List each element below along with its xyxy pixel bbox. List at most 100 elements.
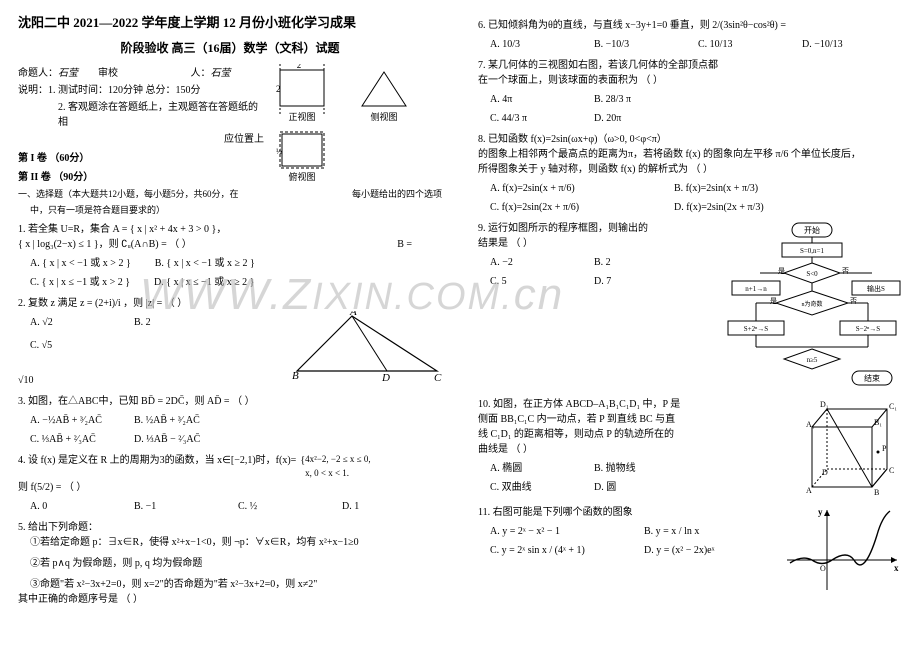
B-eq: B = [397, 237, 442, 252]
q7-opt-a: A. 4π [490, 92, 570, 107]
q11-text: 11. 右图可能是下列哪个函数的图象 [478, 505, 782, 520]
q8-text: 8. 已知函数 f(x)=2sin(ωx+φ)（ω>0, 0<φ<π） [478, 132, 902, 147]
q11-opt-b: B. y = x / ln x [644, 524, 724, 539]
author-name: 石莹 [58, 68, 78, 79]
q4-piece1: 4x²−2, −2 ≤ x ≤ 0, [305, 454, 370, 464]
q10-opt-a: A. 椭圆 [490, 461, 570, 476]
fushi-label: 俯视图 [288, 171, 315, 182]
svg-text:B: B [292, 370, 299, 381]
question-5: 5. 给出下列命题： ①若给定命题 p：∃x∈R，使得 x²+x−1<0，则 ¬… [18, 520, 442, 607]
reviewer-label: 审校 [98, 68, 118, 79]
svg-text:x: x [894, 563, 899, 573]
q5-tail: 其中正确的命题序号是 （ ） [18, 592, 442, 607]
svg-text:n为奇数: n为奇数 [801, 300, 822, 308]
q9-text: 9. 运行如图所示的程序框图，则输出的 [478, 221, 722, 236]
q6-opt-c: C. 10/13 [698, 37, 778, 52]
svg-text:A: A [806, 486, 812, 495]
q3-opt-a: A. −½AB̄ + ³⁄₂AC̄ [30, 413, 110, 428]
q7-text2: 在一个球面上，则该球面的表面积为 （ ） [478, 73, 902, 88]
q8-opt-c: C. f(x)=2sin(2x + π/6) [490, 200, 650, 215]
question-10: 10. 如图，在正方体 ABCD–A₁B₁C₁D₁ 中，P 是 侧面 BB₁C₁… [478, 397, 902, 499]
q5-p2: ②若 p∧q 为假命题，则 p, q 均为假命题 [18, 556, 442, 571]
q9-opt-d: D. 7 [594, 274, 674, 289]
cube-diagram: A₁ B₁ C₁ D₁ A B C D P [792, 397, 902, 497]
q11-opt-c: C. y = 2ˣ sin x / (4ˣ + 1) [490, 543, 620, 558]
svg-text:C: C [889, 466, 894, 475]
q6-opt-d: D. −10/13 [802, 37, 882, 52]
q1-opt-d: D. { x | x ≤ −1 或 x ≥ 2 } [154, 275, 254, 290]
question-2: 2. 复数 z 满足 z = (2+i)/i ，则 |z| = （ ） A. √… [18, 296, 442, 388]
svg-text:S−2ⁿ→S: S−2ⁿ→S [856, 325, 881, 333]
q4-text: 4. 设 f(x) 是定义在 R 上的周期为3的函数，当 x∈[−2,1)时，f… [18, 453, 296, 480]
svg-text:O: O [820, 564, 826, 573]
question-9: 9. 运行如图所示的程序框图，则输出的 结果是 （ ） A. −2 B. 2 C… [478, 221, 902, 391]
svg-text:否: 否 [842, 267, 849, 275]
q9-opt-a: A. −2 [490, 255, 570, 270]
q3-text: 3. 如图，在△ABC中，已知 BD̄ = 2DC̄，则 AD̄ = （ ） [18, 394, 442, 409]
mc-head: 一、选择题（本大题共12小题，每小题5分，共60分，在 [18, 189, 239, 199]
svg-text:是: 是 [770, 297, 777, 305]
svg-text:S=0,n=1: S=0,n=1 [800, 247, 825, 255]
q1-text2: { x | log₃(2−x) ≤ 1 }，则 ∁ᵤ(A∩B) = （ ） [18, 237, 192, 252]
q4-then: 则 f(5/2) = （ ） [18, 480, 442, 495]
svg-text:C₁: C₁ [889, 402, 897, 411]
q10-text: 10. 如图，在正方体 ABCD–A₁B₁C₁D₁ 中，P 是 [478, 397, 792, 412]
svg-text:结束: 结束 [864, 373, 880, 383]
question-4: 4. 设 f(x) 是定义在 R 上的周期为3的函数，当 x∈[−2,1)时，f… [18, 453, 442, 514]
svg-text:S+2ⁿ→S: S+2ⁿ→S [744, 325, 769, 333]
svg-text:D: D [381, 372, 390, 381]
question-11: 11. 右图可能是下列哪个函数的图象 A. y = 2ˣ − x² − 1 B.… [478, 505, 902, 595]
q7-opt-c: C. 44/3 π [490, 111, 570, 126]
q1-opt-c: C. { x | x ≤ −1 或 x > 2 } [30, 275, 130, 290]
q10-opt-b: B. 抛物线 [594, 461, 674, 476]
svg-text:C: C [434, 372, 442, 381]
svg-text:D: D [822, 468, 828, 477]
left-column: 沈阳二中 2021—2022 学年度上学期 12 月份小班化学习成果 阶段验收 … [0, 0, 460, 651]
svg-text:D₁: D₁ [820, 400, 829, 409]
svg-text:A₁: A₁ [806, 420, 815, 429]
q11-opt-a: A. y = 2ˣ − x² − 1 [490, 524, 620, 539]
svg-text:S<0: S<0 [806, 270, 818, 278]
mc-head-right: 每小题给出的四个选项 [352, 187, 442, 200]
person-name: 石莹 [211, 68, 231, 79]
svg-text:n+1→n: n+1→n [745, 285, 767, 293]
svg-text:n≥5: n≥5 [807, 356, 818, 364]
person-label: 人： [191, 68, 211, 79]
q10-text4: 曲线是 （ ） [478, 442, 792, 457]
q7-text: 7. 某几何体的三视图如右图，若该几何体的全部顶点都 [478, 58, 902, 73]
svg-text:y: y [818, 507, 823, 517]
q7-opt-b: B. 28/3 π [594, 92, 674, 107]
svg-text:A: A [349, 311, 357, 318]
q4-opt-a: A. 0 [30, 499, 110, 514]
triangle-diagram: A B D C [292, 311, 442, 381]
svg-text:B₁: B₁ [874, 418, 882, 427]
q5-text: 5. 给出下列命题： [18, 520, 442, 535]
q10-opt-c: C. 双曲线 [490, 480, 570, 495]
q8-opt-b: B. f(x)=2sin(x + π/3) [674, 181, 758, 196]
svg-text:2: 2 [276, 84, 281, 94]
exam-title: 阶段验收 高三（16届）数学（文科）试题 [18, 39, 442, 56]
svg-text:否: 否 [850, 297, 857, 305]
q9-opt-c: C. 5 [490, 274, 570, 289]
q10-text3: 线 C₁D₁ 的距离相等，则动点 P 的轨迹所在的 [478, 427, 792, 442]
flowchart-diagram: 开始 S=0,n=1 S<0 是 否 n+1→n n为奇数 是 否 输出S S+… [722, 221, 902, 391]
diag-label-2: 2 [297, 64, 302, 70]
q10-opt-d: D. 圆 [594, 480, 674, 495]
question-3: 3. 如图，在△ABC中，已知 BD̄ = 2DC̄，则 AD̄ = （ ） A… [18, 394, 442, 447]
q8-text2: 的图象上相邻两个最高点的距离为π，若将函数 f(x) 的图象向左平移 π/6 个… [478, 147, 902, 162]
right-column: 6. 已知倾斜角为θ的直线，与直线 x−3y+1=0 垂直，则 2/(3sin²… [460, 0, 920, 651]
svg-text:输出S: 输出S [867, 284, 885, 293]
q4-opt-b: B. −1 [134, 499, 214, 514]
svg-text:B: B [874, 488, 879, 497]
q4-opt-c: C. ½ [238, 499, 318, 514]
q2-text: 2. 复数 z 满足 z = (2+i)/i ，则 |z| = （ ） [18, 296, 442, 311]
mc-head2: 中，只有一项是符合题目要求的） [30, 205, 165, 215]
half-label: ½ [276, 147, 282, 156]
school-title: 沈阳二中 2021—2022 学年度上学期 12 月份小班化学习成果 [18, 12, 442, 31]
q1-text: 1. 若全集 U=R，集合 A = { x | x² + 4x + 3 > 0 … [18, 222, 442, 237]
q8-opt-a: A. f(x)=2sin(x + π/6) [490, 181, 650, 196]
q11-opt-d: D. y = (x² − 2x)eˣ [644, 543, 724, 558]
q9-opt-b: B. 2 [594, 255, 674, 270]
svg-text:是: 是 [778, 267, 785, 275]
q2-opt-d: √10 [18, 375, 34, 386]
